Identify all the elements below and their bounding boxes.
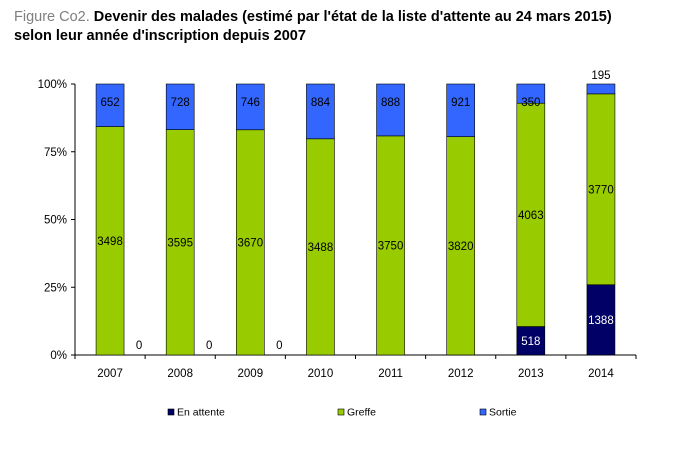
title-line1: Devenir des malades (estimé par l'état d…	[89, 9, 612, 25]
value-label: 3750	[378, 240, 404, 252]
x-tick-label: 2013	[518, 368, 544, 380]
value-label: 921	[451, 97, 470, 109]
value-label: 3498	[97, 236, 123, 248]
bar-segment	[165, 83, 195, 130]
legend-label: En attente	[177, 407, 225, 419]
x-tick-label: 2012	[448, 368, 474, 380]
bar-segment	[586, 93, 616, 286]
bar-segment	[376, 83, 405, 137]
bar-segment	[586, 83, 616, 95]
value-label: 518	[521, 336, 540, 348]
legend-label: Sortie	[489, 407, 517, 419]
value-label: 746	[241, 97, 260, 109]
chart-title: Figure Co2. Devenir des malades (estimé …	[14, 8, 669, 46]
bar-segment	[306, 83, 335, 140]
title-prefix: Figure Co2.	[14, 9, 90, 25]
legend-label: Greffe	[347, 407, 376, 419]
bar-segment	[516, 83, 546, 104]
x-tick-label: 2011	[378, 368, 403, 380]
bar-segment	[236, 83, 265, 131]
x-tick-label: 2008	[167, 368, 193, 380]
x-tick-label: 2014	[588, 368, 614, 380]
value-label: 3488	[308, 242, 334, 254]
bar-segment	[586, 284, 616, 356]
x-tick-label: 2009	[238, 368, 264, 380]
legend-swatch	[337, 408, 345, 416]
legend-swatch	[167, 408, 175, 416]
bar-segment	[446, 83, 475, 137]
value-label: 1388	[588, 315, 614, 327]
value-label: 0	[136, 340, 142, 352]
title-line2: selon leur année d'inscription depuis 20…	[14, 28, 306, 44]
value-label: 4063	[518, 210, 544, 222]
y-tick-label: 0%	[50, 350, 67, 362]
value-label: 884	[311, 97, 331, 109]
bar-segment	[95, 83, 125, 127]
value-label: 195	[591, 70, 610, 82]
value-label: 728	[171, 97, 190, 109]
value-label: 3770	[588, 184, 614, 196]
x-tick-label: 2010	[308, 368, 334, 380]
value-label: 0	[206, 340, 212, 352]
value-label: 350	[521, 97, 540, 109]
value-label: 3595	[167, 237, 193, 249]
y-tick-label: 25%	[44, 282, 67, 294]
value-label: 3670	[238, 237, 264, 249]
y-tick-label: 100%	[38, 79, 67, 91]
y-tick-label: 50%	[44, 215, 67, 227]
bar-segment	[236, 129, 265, 356]
value-label: 0	[276, 340, 282, 352]
value-label: 888	[381, 97, 400, 109]
bar-segment	[306, 138, 335, 356]
bar-segment	[376, 135, 405, 356]
y-tick-label: 75%	[44, 147, 67, 159]
value-label: 652	[100, 97, 119, 109]
bar-segment	[95, 126, 125, 356]
x-tick-label: 2007	[97, 368, 123, 380]
value-label: 3820	[448, 241, 474, 253]
bar-segment	[446, 136, 475, 356]
bar-segment	[516, 102, 546, 327]
legend-swatch	[479, 408, 487, 416]
